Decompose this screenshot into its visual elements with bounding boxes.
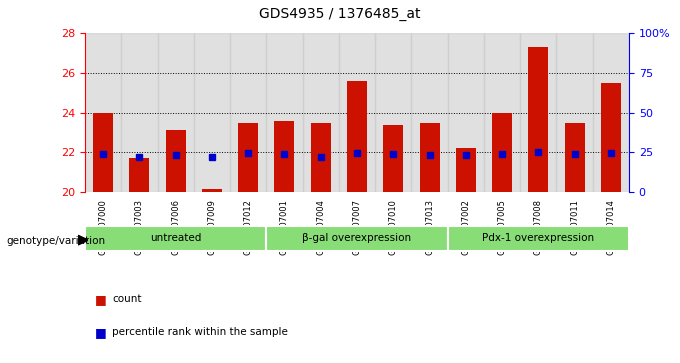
Text: Pdx-1 overexpression: Pdx-1 overexpression	[482, 233, 594, 243]
Bar	[194, 33, 230, 192]
Bar	[275, 121, 294, 192]
Bar	[447, 33, 484, 192]
Text: count: count	[112, 294, 141, 305]
Bar	[556, 33, 593, 192]
Bar	[311, 123, 330, 192]
Bar	[564, 123, 585, 192]
Bar	[339, 33, 375, 192]
Bar	[484, 33, 520, 192]
Bar	[85, 227, 267, 251]
Bar	[375, 33, 411, 192]
Bar	[456, 148, 476, 192]
Bar	[267, 227, 447, 251]
Text: β-gal overexpression: β-gal overexpression	[303, 233, 411, 243]
Bar	[492, 113, 512, 192]
Bar	[238, 123, 258, 192]
Bar	[593, 33, 629, 192]
Bar	[202, 189, 222, 192]
Bar	[267, 33, 303, 192]
Bar	[230, 33, 267, 192]
Bar	[447, 227, 629, 251]
Bar	[411, 33, 447, 192]
Bar	[158, 33, 194, 192]
Bar	[384, 125, 403, 192]
Bar	[85, 33, 121, 192]
Bar	[347, 81, 367, 192]
Bar	[420, 123, 439, 192]
Bar	[93, 113, 113, 192]
Bar	[121, 33, 158, 192]
Bar	[303, 33, 339, 192]
Bar	[166, 130, 186, 192]
Text: untreated: untreated	[150, 233, 201, 243]
Text: genotype/variation: genotype/variation	[7, 236, 106, 246]
Bar	[601, 82, 621, 192]
Text: ■: ■	[95, 293, 107, 306]
Bar	[528, 46, 548, 192]
Bar	[129, 159, 150, 192]
Bar	[520, 33, 556, 192]
Text: percentile rank within the sample: percentile rank within the sample	[112, 327, 288, 337]
Polygon shape	[78, 235, 88, 245]
Text: ■: ■	[95, 326, 107, 339]
Text: GDS4935 / 1376485_at: GDS4935 / 1376485_at	[259, 7, 421, 21]
